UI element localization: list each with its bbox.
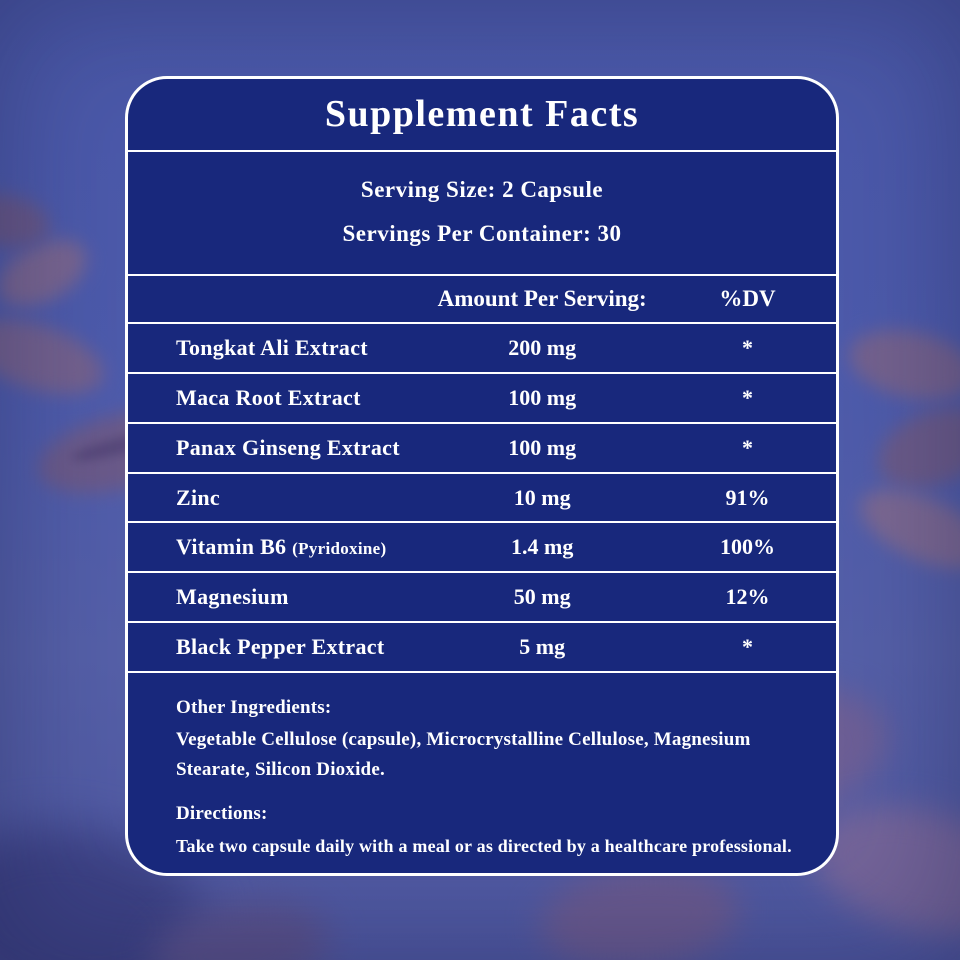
ingredient-name: Maca Root Extract: [176, 384, 361, 410]
column-header-amount: Amount Per Serving:: [437, 285, 647, 311]
ingredient-amount: 100 mg: [508, 384, 577, 410]
supplement-facts-panel: Supplement Facts Serving Size: 2 Capsule…: [125, 76, 839, 876]
pill-shape: [842, 319, 960, 411]
servings-per-container-text: Servings Per Container: 30: [342, 220, 622, 246]
ingredient-dv: *: [741, 434, 753, 460]
ingredient-name: Panax Ginseng Extract: [176, 434, 400, 460]
ingredient-dv: *: [741, 384, 753, 410]
ingredient-name: Vitamin B6: [176, 534, 287, 560]
directions-text: Take two capsule daily with a meal or as…: [176, 836, 792, 857]
ingredient-name: Magnesium: [176, 584, 289, 610]
other-ingredients-label: Other Ingredients:: [176, 697, 332, 719]
ingredient-amount: 1.4 mg: [511, 534, 574, 560]
pill-shape: [0, 304, 113, 410]
footer-section: Other Ingredients: Vegetable Cellulose (…: [128, 673, 836, 873]
ingredient-amount: 50 mg: [513, 584, 571, 610]
ingredient-dv: 100%: [719, 534, 775, 560]
ingredient-name: Black Pepper Extract: [176, 634, 385, 660]
ingredient-amount: 100 mg: [508, 434, 577, 460]
column-header-dv: %DV: [719, 285, 776, 311]
serving-size-text: Serving Size: 2 Capsule: [360, 176, 604, 202]
ingredient-name-note: (Pyridoxine): [292, 539, 387, 559]
ingredient-row: Zinc 10 mg 91%: [128, 474, 836, 524]
ingredient-dv: 12%: [725, 584, 770, 610]
directions-label: Directions:: [176, 803, 268, 825]
ingredient-row: Magnesium 50 mg 12%: [128, 573, 836, 624]
ingredient-row: Maca Root Extract 100 mg *: [128, 374, 836, 424]
ingredient-amount: 5 mg: [519, 634, 566, 660]
ingredient-row: Black Pepper Extract 5 mg *: [128, 623, 836, 674]
pill-shape: [866, 392, 960, 504]
ingredient-name: Tongkat Ali Extract: [176, 334, 368, 360]
ingredient-dv: *: [741, 334, 753, 360]
directions-block: Directions: Take two capsule daily with …: [176, 799, 792, 861]
serving-section: Serving Size: 2 Capsule Servings Per Con…: [128, 152, 836, 276]
ingredient-amount: 10 mg: [513, 484, 571, 510]
ingredient-row: Tongkat Ali Extract 200 mg *: [128, 324, 836, 374]
ingredient-name: Zinc: [176, 484, 220, 510]
ingredient-row: Panax Ginseng Extract 100 mg *: [128, 424, 836, 474]
panel-title: Supplement Facts: [324, 93, 640, 136]
panel-title-section: Supplement Facts: [128, 79, 836, 152]
other-ingredients-text: Vegetable Cellulose (capsule), Microcrys…: [176, 729, 751, 781]
ingredient-row: Vitamin B6 (Pyridoxine) 1.4 mg 100%: [128, 523, 836, 574]
ingredient-dv: *: [741, 634, 753, 660]
table-header-row: Amount Per Serving: %DV: [128, 276, 836, 324]
pill-shape: [849, 473, 960, 585]
ingredient-dv: 91%: [725, 484, 770, 510]
ingredient-amount: 200 mg: [508, 334, 577, 360]
